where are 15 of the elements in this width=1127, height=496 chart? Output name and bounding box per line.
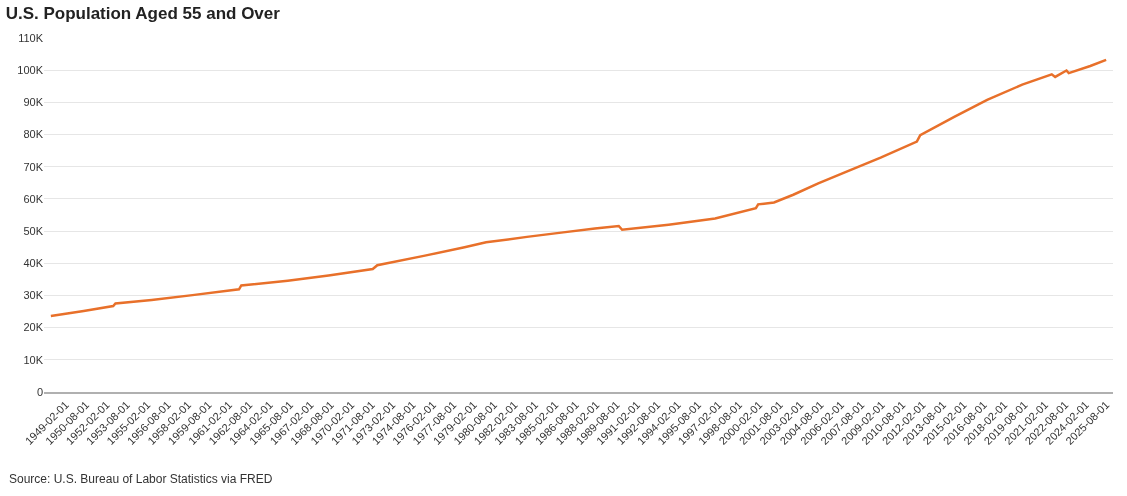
line-series bbox=[49, 58, 1108, 318]
y-tick-label: 30K bbox=[23, 289, 44, 302]
y-tick-label: 20K bbox=[23, 321, 44, 334]
y-tick-label: 110K bbox=[18, 31, 44, 44]
y-tick-label: 100K bbox=[17, 64, 44, 77]
y-tick-label: 10K bbox=[23, 353, 44, 366]
y-tick-label: 40K bbox=[23, 257, 44, 270]
y-tick-label: 60K bbox=[23, 192, 44, 205]
y-tick-label: 70K bbox=[23, 160, 44, 173]
y-tick-label: 0 bbox=[36, 385, 43, 398]
source-note: Source: U.S. Bureau of Labor Statistics via FRED bbox=[9, 472, 273, 486]
y-tick-label: 90K bbox=[23, 96, 44, 109]
y-tick-label: 80K bbox=[23, 128, 44, 141]
y-tick-label: 50K bbox=[23, 224, 44, 237]
chart-title: U.S. Population Aged 55 and Over bbox=[5, 4, 281, 24]
